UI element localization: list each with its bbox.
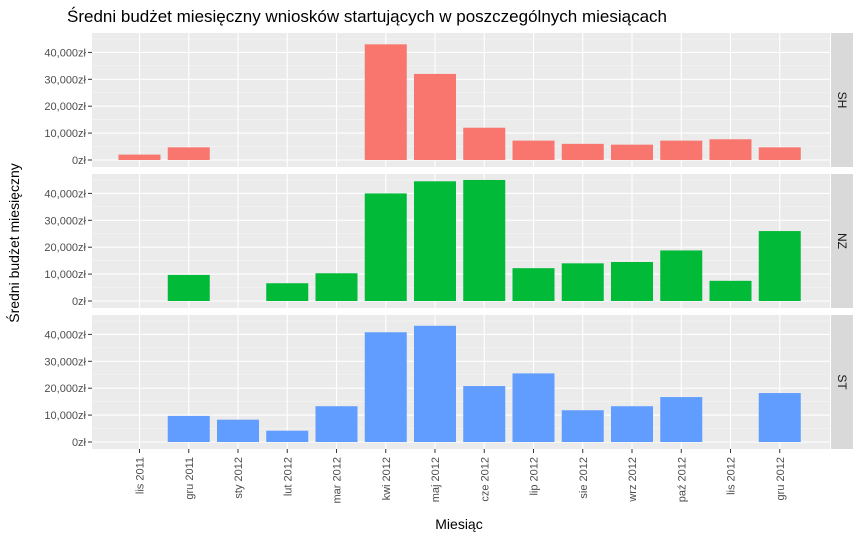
x-tick-label: kwi 2012 <box>381 457 393 500</box>
x-tick-label: maj 2012 <box>430 457 442 502</box>
x-axis: lis 2011 gru 2011 sty 2012 lut 2012 mar 2012… <box>135 449 787 503</box>
x-tick-label: paź 2012 <box>676 457 688 502</box>
facet-strip <box>831 174 853 308</box>
panel-background <box>92 174 830 308</box>
y-tick-label: 20,000zł <box>44 383 86 395</box>
bar-sh-6 <box>414 73 456 160</box>
x-tick-label: cze 2012 <box>479 457 491 502</box>
bar-st-1 <box>167 415 210 442</box>
y-tick-label: 20,000zł <box>44 101 86 113</box>
y-tick-label: 10,000zł <box>44 269 86 281</box>
bar-st-7 <box>463 386 506 442</box>
bar-nz-1 <box>167 274 210 301</box>
y-tick-label: 10,000zł <box>44 128 86 140</box>
panel-background <box>92 315 830 449</box>
x-axis-title: Miesiąc <box>435 516 482 532</box>
y-tick-label: 0zł <box>72 296 87 308</box>
bar-st-9 <box>561 410 604 442</box>
y-tick-label: 10,000zł <box>44 410 86 422</box>
y-tick-label: 30,000zł <box>44 215 86 227</box>
bar-st-4 <box>315 406 358 442</box>
facet-strip-label: NZ <box>835 233 849 249</box>
y-tick-label: 40,000zł <box>44 188 86 200</box>
bar-sh-7 <box>463 127 506 160</box>
bar-nz-11 <box>660 250 703 301</box>
bar-st-3 <box>266 430 309 442</box>
y-tick-label: 20,000zł <box>44 242 86 254</box>
bar-nz-9 <box>561 263 604 301</box>
panel-nz: 0zł 10,000zł 20,000zł 30,000zł 40,000zł NZ <box>44 174 853 308</box>
bar-st-11 <box>660 397 703 442</box>
x-tick-label: gru 2012 <box>775 457 787 500</box>
bar-nz-4 <box>315 273 358 301</box>
x-tick-label: wrz 2012 <box>627 457 639 503</box>
bar-st-6 <box>414 325 456 442</box>
facet-strip-label: SH <box>835 92 849 109</box>
bar-nz-7 <box>463 179 506 301</box>
bar-sh-9 <box>561 143 604 160</box>
x-tick-label: mar 2012 <box>332 457 344 503</box>
bar-nz-8 <box>512 268 555 301</box>
bar-st-10 <box>611 406 653 442</box>
bar-sh-13 <box>758 147 801 160</box>
bar-sh-11 <box>660 140 703 160</box>
panel-sh: 0zł 10,000zł 20,000zł 30,000zł 40,000zł SH <box>44 33 853 167</box>
facet-strip <box>831 33 853 167</box>
bar-nz-10 <box>611 261 653 301</box>
bar-st-5 <box>364 332 407 442</box>
bar-sh-1 <box>167 147 210 160</box>
bar-nz-3 <box>266 283 309 301</box>
y-tick-label: 30,000zł <box>44 74 86 86</box>
bar-nz-13 <box>758 231 801 301</box>
bar-st-8 <box>512 373 555 442</box>
bar-nz-6 <box>414 181 456 301</box>
panel-background <box>92 33 830 167</box>
y-axis-title: Średni budżet miesięczny <box>5 163 22 323</box>
bar-st-2 <box>217 419 259 442</box>
x-tick-label: lut 2012 <box>282 457 294 496</box>
y-tick-label: 30,000zł <box>44 356 86 368</box>
bar-nz-5 <box>364 193 407 301</box>
x-tick-label: lip 2012 <box>529 457 541 496</box>
x-tick-label: lis 2011 <box>135 457 147 494</box>
y-tick-label: 40,000zł <box>44 47 86 59</box>
y-tick-label: 0zł <box>72 437 87 449</box>
bar-st-13 <box>758 393 801 442</box>
bar-sh-12 <box>709 139 752 160</box>
bar-sh-10 <box>611 144 653 160</box>
bar-nz-12 <box>709 280 752 301</box>
facet-strip-label: ST <box>835 374 849 390</box>
bar-sh-0 <box>118 154 161 160</box>
chart-panels: 0zł10,000zł20,000zł30,000zł40,000złSH0zł… <box>44 33 853 449</box>
y-tick-label: 0zł <box>72 155 87 167</box>
x-tick-label: gru 2011 <box>184 457 196 500</box>
bar-sh-5 <box>364 44 407 160</box>
facet-strip <box>831 315 853 449</box>
x-tick-label: sie 2012 <box>578 457 590 499</box>
bar-sh-8 <box>512 140 555 160</box>
x-tick-label: sty 2012 <box>233 457 245 499</box>
panel-st: 0zł 10,000zł 20,000zł 30,000zł 40,000zł ST <box>44 315 853 449</box>
y-tick-label: 40,000zł <box>44 329 86 341</box>
x-tick-label: lis 2012 <box>726 457 738 495</box>
chart-title: Średni budżet miesięczny wniosków startu… <box>67 7 667 26</box>
